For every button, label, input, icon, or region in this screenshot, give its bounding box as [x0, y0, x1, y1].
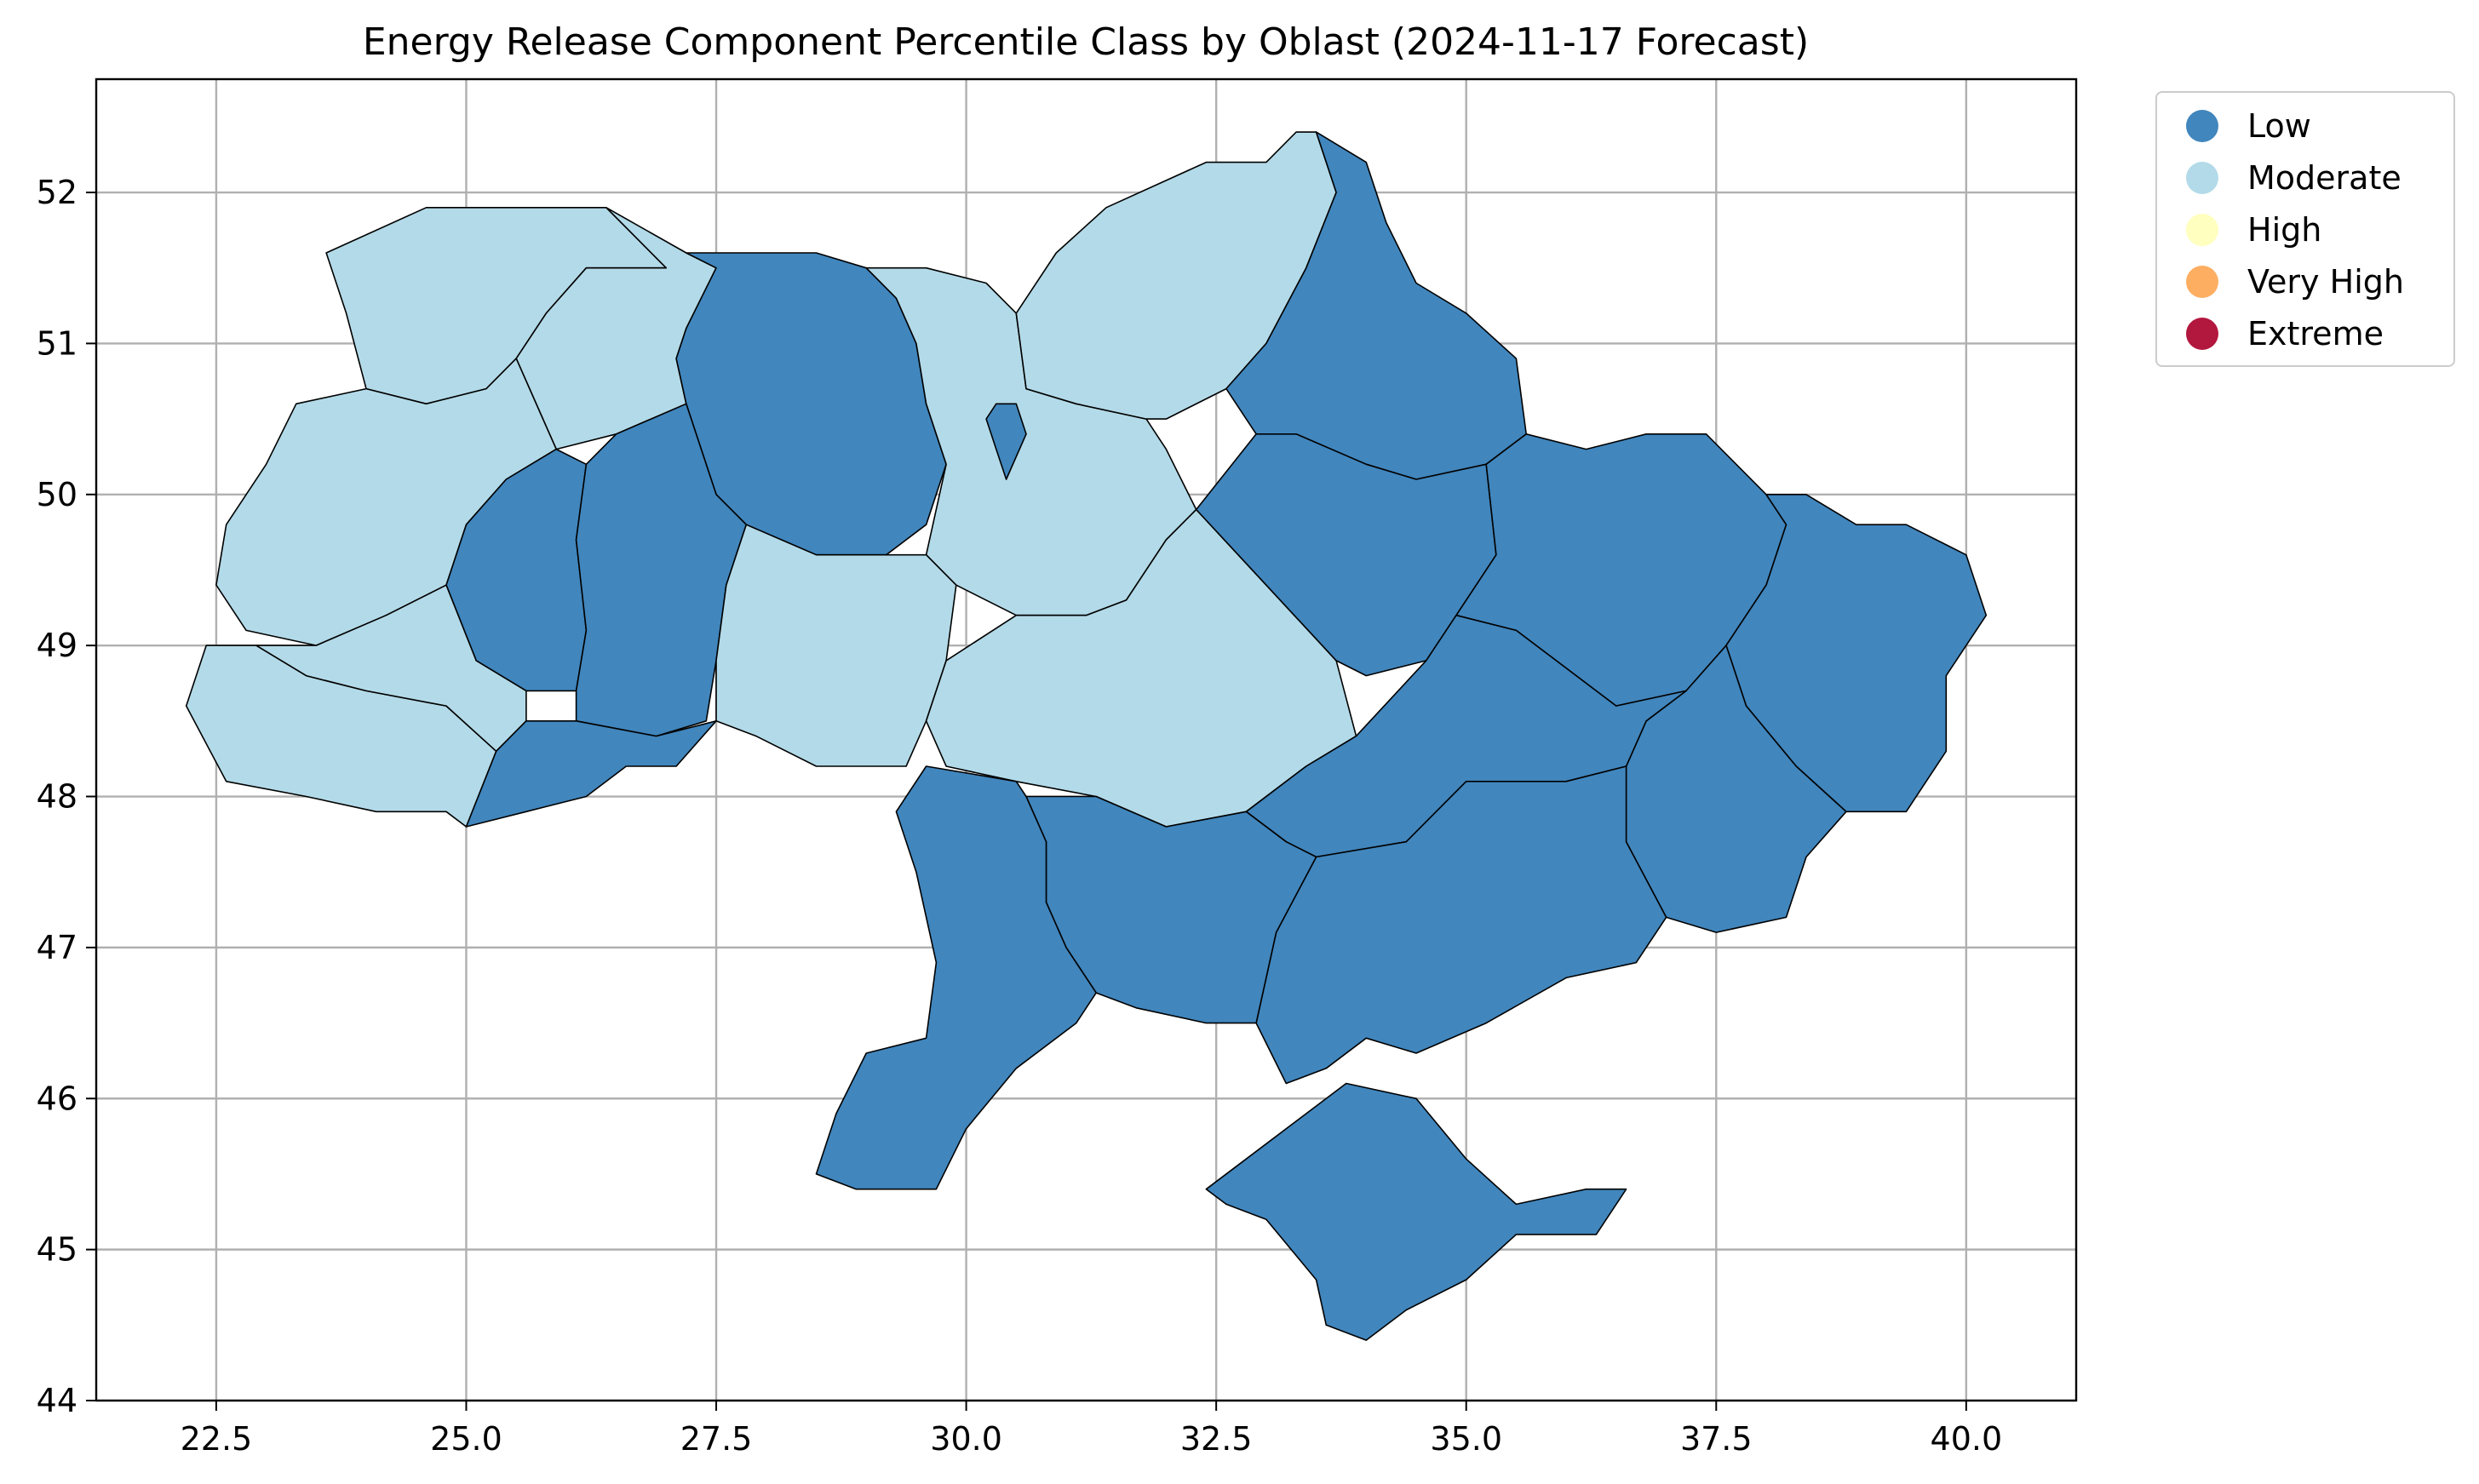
legend-item-very-high: Very High [2157, 256, 2404, 307]
y-tick-label: 44 [37, 1382, 77, 1419]
legend-item-high: High [2157, 204, 2321, 255]
y-axis: 44 45 46 47 48 49 50 51 52 [37, 174, 96, 1419]
legend: Low Moderate High Very High Extreme [2155, 91, 2455, 367]
oblast-region [985, 403, 1027, 480]
x-tick-label: 40.0 [1931, 1420, 2003, 1458]
y-tick-label: 47 [37, 929, 77, 966]
legend-label: Very High [2247, 263, 2404, 301]
y-tick-label: 46 [37, 1080, 77, 1117]
y-tick-label: 50 [37, 476, 77, 513]
y-tick-label: 49 [37, 627, 77, 664]
y-tick-label: 45 [37, 1231, 77, 1269]
y-tick-label: 48 [37, 778, 77, 816]
oblast-region [465, 720, 717, 828]
x-tick-label: 37.5 [1680, 1420, 1753, 1458]
legend-marker [2186, 266, 2218, 298]
oblast-region [255, 584, 527, 753]
legend-item-extreme: Extreme [2157, 308, 2384, 359]
oblast-region [815, 765, 1097, 1190]
legend-marker [2186, 110, 2218, 142]
oblast-region [575, 403, 748, 737]
x-tick-label: 27.5 [680, 1420, 753, 1458]
legend-label: Low [2247, 107, 2311, 145]
x-tick-label: 32.5 [1180, 1420, 1253, 1458]
oblast-regions [185, 131, 1988, 1341]
legend-label: Extreme [2247, 315, 2384, 352]
chart-title: Energy Release Component Percentile Clas… [363, 20, 1809, 64]
legend-marker [2186, 214, 2218, 246]
x-tick-label: 25.0 [430, 1420, 502, 1458]
plot-frame [95, 77, 2078, 1402]
oblast-region [715, 524, 957, 767]
legend-label: Moderate [2247, 159, 2402, 197]
legend-item-low: Low [2157, 100, 2311, 152]
legend-marker [2186, 162, 2218, 194]
y-tick-label: 51 [37, 324, 77, 362]
legend-item-moderate: Moderate [2157, 152, 2402, 203]
x-tick-label: 30.0 [930, 1420, 1002, 1458]
oblast-region [675, 252, 947, 556]
legend-label: High [2247, 211, 2322, 249]
oblast-region [1205, 1082, 1627, 1341]
x-axis: 22.5 25.0 27.5 30.0 32.5 35.0 37.5 40.0 [181, 1401, 2003, 1458]
x-tick-label: 35.0 [1430, 1420, 1502, 1458]
legend-marker [2186, 318, 2218, 350]
oblast-region [1725, 494, 1988, 813]
y-tick-label: 52 [37, 174, 77, 211]
x-tick-label: 22.5 [181, 1420, 253, 1458]
